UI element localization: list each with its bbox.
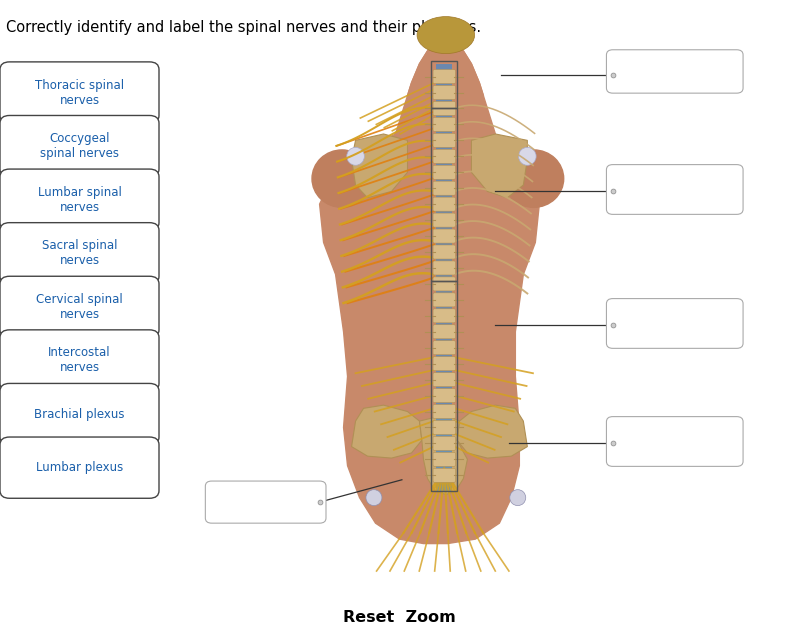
Bar (431, 281, 457, 491)
Ellipse shape (417, 17, 475, 54)
FancyBboxPatch shape (205, 481, 326, 523)
Polygon shape (471, 134, 527, 198)
FancyBboxPatch shape (433, 70, 455, 84)
FancyBboxPatch shape (433, 341, 455, 355)
FancyBboxPatch shape (0, 383, 159, 445)
Text: Reset  Zoom: Reset Zoom (343, 610, 456, 625)
FancyBboxPatch shape (433, 309, 455, 323)
Ellipse shape (366, 490, 382, 505)
Polygon shape (407, 41, 483, 105)
FancyBboxPatch shape (433, 101, 455, 115)
FancyBboxPatch shape (433, 325, 455, 339)
Ellipse shape (519, 147, 536, 165)
FancyBboxPatch shape (433, 133, 455, 147)
FancyBboxPatch shape (433, 245, 455, 259)
FancyBboxPatch shape (433, 165, 455, 179)
FancyBboxPatch shape (433, 373, 455, 387)
FancyBboxPatch shape (433, 404, 455, 419)
FancyBboxPatch shape (433, 261, 455, 275)
FancyBboxPatch shape (0, 437, 159, 498)
Polygon shape (320, 41, 539, 544)
FancyBboxPatch shape (606, 417, 743, 466)
FancyBboxPatch shape (606, 165, 743, 214)
Text: Intercostal
nerves: Intercostal nerves (48, 346, 111, 375)
Text: Lumbar spinal
nerves: Lumbar spinal nerves (38, 186, 121, 214)
Bar (431, 108, 457, 281)
FancyBboxPatch shape (433, 85, 455, 100)
Ellipse shape (347, 147, 364, 165)
FancyBboxPatch shape (433, 197, 455, 211)
FancyBboxPatch shape (433, 229, 455, 243)
FancyBboxPatch shape (0, 62, 159, 123)
Polygon shape (352, 405, 422, 458)
Text: Coccygeal
spinal nerves: Coccygeal spinal nerves (40, 132, 119, 160)
FancyBboxPatch shape (606, 50, 743, 93)
FancyBboxPatch shape (433, 149, 455, 163)
FancyBboxPatch shape (0, 169, 159, 230)
FancyBboxPatch shape (433, 389, 455, 403)
FancyBboxPatch shape (433, 357, 455, 371)
Ellipse shape (510, 490, 526, 505)
FancyBboxPatch shape (0, 276, 159, 338)
Ellipse shape (504, 150, 564, 207)
FancyBboxPatch shape (433, 277, 455, 291)
Text: Thoracic spinal
nerves: Thoracic spinal nerves (35, 78, 124, 107)
Text: Correctly identify and label the spinal nerves and their plexuses.: Correctly identify and label the spinal … (6, 20, 481, 36)
Text: Sacral spinal
nerves: Sacral spinal nerves (42, 239, 117, 267)
Text: Lumbar plexus: Lumbar plexus (36, 461, 123, 474)
FancyBboxPatch shape (433, 452, 455, 466)
Bar (431, 61, 457, 108)
FancyBboxPatch shape (433, 117, 455, 131)
Polygon shape (419, 415, 467, 494)
FancyBboxPatch shape (433, 420, 455, 434)
FancyBboxPatch shape (606, 299, 743, 348)
FancyBboxPatch shape (0, 330, 159, 391)
FancyBboxPatch shape (433, 436, 455, 450)
Polygon shape (457, 405, 527, 458)
FancyBboxPatch shape (0, 223, 159, 284)
Ellipse shape (312, 150, 372, 207)
FancyBboxPatch shape (433, 468, 455, 482)
FancyBboxPatch shape (433, 213, 455, 227)
Polygon shape (352, 134, 407, 198)
FancyBboxPatch shape (433, 181, 455, 195)
FancyBboxPatch shape (433, 293, 455, 307)
FancyBboxPatch shape (0, 115, 159, 177)
Text: Brachial plexus: Brachial plexus (34, 408, 125, 420)
Text: Cervical spinal
nerves: Cervical spinal nerves (36, 293, 123, 321)
